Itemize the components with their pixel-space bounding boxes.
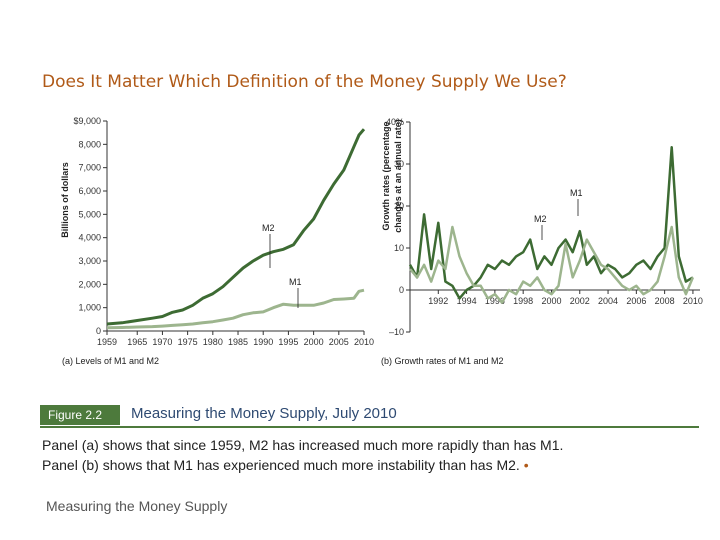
panel-b-growth-rates: –10 0 10 20 30 40% 1992 1994 1996 1998 2000 2002 200… (381, 117, 703, 366)
panel-a-x-tick-label: 1975 (178, 337, 198, 347)
figure-title: Measuring the Money Supply, July 2010 (131, 405, 397, 422)
panel-b-y-tick-label: 20 (394, 201, 404, 211)
footer-text: Measuring the Money Supply (46, 498, 228, 514)
caption-line-2-text: Panel (b) shows that M1 has experienced … (42, 457, 520, 473)
panel-b-x-tick-label: 2004 (598, 296, 618, 306)
panel-b-y-axis-title-line-1: Growth rates (percentage (381, 121, 391, 230)
panel-b-x-tick-label: 2000 (541, 296, 561, 306)
panel-a-y-tick-label: 7,000 (78, 163, 101, 173)
panel-a-x-tick-label: 1970 (152, 337, 172, 347)
panel-a-x-tick-label: 1995 (278, 337, 298, 347)
panel-a-y-axis-title: Billions of dollars (60, 162, 70, 238)
panel-a-x-tick-label: 1980 (203, 337, 223, 347)
panel-b-caption: (b) Growth rates of M1 and M2 (381, 356, 504, 366)
slide-title: Does It Matter Which Definition of the M… (42, 72, 567, 92)
panel-a-y-tick-label: 5,000 (78, 209, 101, 219)
panel-a-levels: 0 1,000 2,000 3,000 4,000 5,000 6,000 7,000 8,00… (60, 116, 374, 366)
caption-line-1: Panel (a) shows that since 1959, M2 has … (42, 437, 564, 453)
panel-a-y-tick-label: 2,000 (78, 279, 101, 289)
panel-b-x-tick-label: 2008 (655, 296, 675, 306)
figure-caption: Panel (a) shows that since 1959, M2 has … (42, 435, 682, 475)
panel-a-y-tick-label: 8,000 (78, 139, 101, 149)
panel-b-x-tick-label: 1992 (428, 296, 448, 306)
figure-divider (40, 426, 699, 428)
figure-tag: Figure 2.2 (40, 405, 120, 425)
panel-b-x-tick-label: 1998 (513, 296, 533, 306)
panel-b-x-tick-label: 2006 (626, 296, 646, 306)
panel-a-caption: (a) Levels of M1 and M2 (62, 356, 159, 366)
panel-b-y-tick-label: 40% (386, 117, 404, 127)
series-line-m2-growth (408, 145, 694, 300)
series-line-m1 (106, 288, 365, 330)
panel-a-x-tick-label: 1985 (228, 337, 248, 347)
caption-line-2: Panel (b) shows that M1 has experienced … (42, 455, 682, 475)
panel-b-x-tick-label: 2002 (570, 296, 590, 306)
panel-a-y-tick-label: $9,000 (73, 116, 101, 126)
panel-a-y-tick-label: 1,000 (78, 303, 101, 313)
panel-b-label-m2: M2 (534, 214, 547, 224)
panel-a-x-tick-label: 1990 (253, 337, 273, 347)
panel-b-label-m1: M1 (570, 188, 583, 198)
panel-a-y-tick-label: 0 (96, 326, 101, 336)
panel-b-y-tick-label: 10 (394, 243, 404, 253)
panel-a-label-m2: M2 (262, 223, 275, 233)
panel-b-x-tick-label: 1996 (485, 296, 505, 306)
panel-a-x-tick-label: 2000 (304, 337, 324, 347)
panel-b-x-tick-label: 1994 (457, 296, 477, 306)
caption-bullet: • (523, 457, 529, 473)
panel-b-y-axis-title-line-2: changes at an annual rate) (393, 119, 403, 233)
panel-a-x-tick-label: 2010 (354, 337, 374, 347)
panel-a-x-tick-label: 1959 (97, 337, 117, 347)
series-line-m2 (106, 128, 366, 326)
panel-a-y-tick-label: 6,000 (78, 186, 101, 196)
panel-a-x-tick-label: 2005 (329, 337, 349, 347)
panel-a-y-tick-label: 4,000 (78, 233, 101, 243)
panel-b-x-tick-label: 2010 (683, 296, 703, 306)
panel-b-y-tick-label: 30 (394, 159, 404, 169)
panel-a-label-m1: M1 (289, 277, 302, 287)
panel-b-y-tick-label: 0 (399, 285, 404, 295)
panel-a-x-tick-label: 1965 (127, 337, 147, 347)
panel-b-y-tick-label: –10 (389, 327, 404, 337)
panel-a-y-tick-label: 3,000 (78, 256, 101, 266)
series-line-m1-growth (409, 225, 695, 304)
